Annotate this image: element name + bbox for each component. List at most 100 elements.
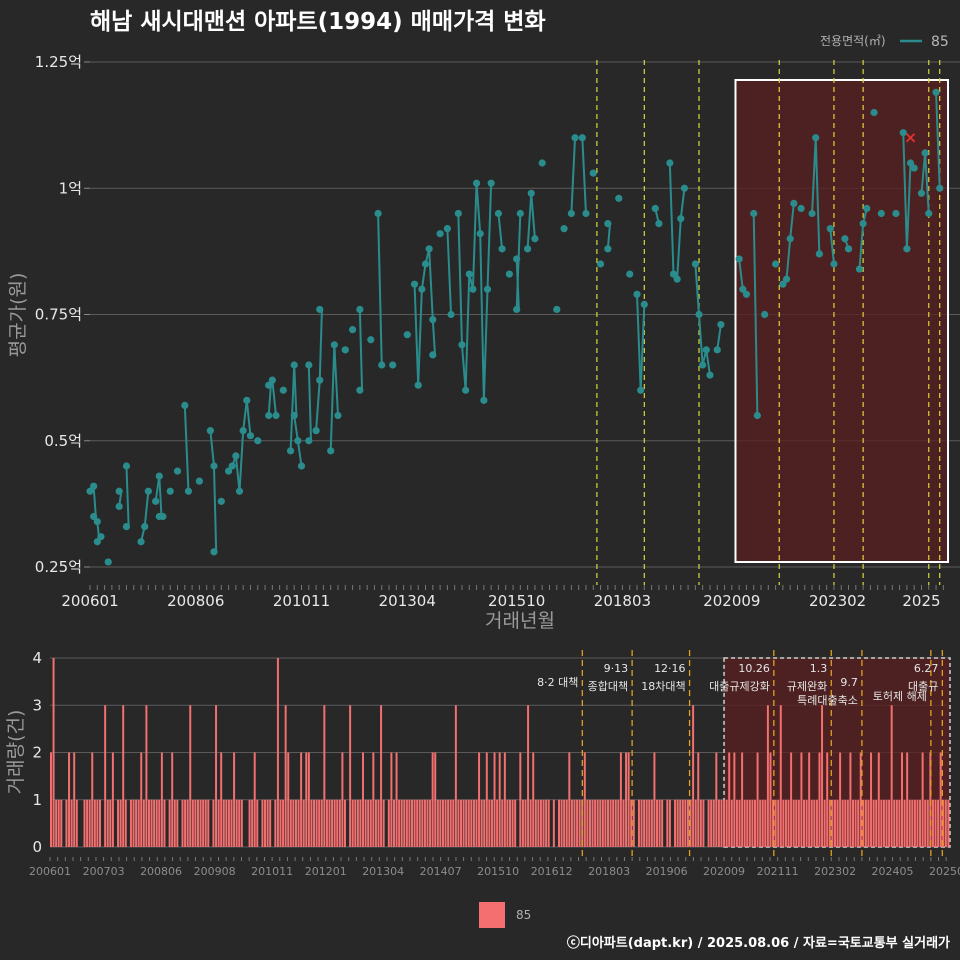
volume-bar-180 (514, 799, 517, 847)
top-x-tick-label-4: 201510 (488, 592, 545, 610)
bottom-x-tick-label-12: 202009 (703, 865, 745, 878)
volume-bar-284 (782, 799, 785, 847)
volume-bar-287 (790, 752, 793, 847)
volume-bar-53 (186, 799, 189, 847)
bottom-x-tick-label-2: 200806 (140, 865, 182, 878)
volume-bar-61 (207, 799, 210, 847)
volume-bar-267 (738, 799, 741, 847)
volume-bar-107 (325, 799, 328, 847)
volume-bar-98 (302, 799, 305, 847)
top-data-point-73 (458, 341, 466, 349)
volume-bar-280 (772, 799, 775, 847)
top-series-segment-11-0 (158, 476, 163, 517)
top-data-point-123 (742, 290, 751, 298)
volume-bar-303 (831, 799, 834, 847)
top-series-line-115 (698, 314, 704, 366)
top-data-point-26 (217, 497, 225, 505)
top-data-point-150 (917, 189, 926, 197)
volume-bar-275 (759, 799, 762, 847)
volume-bar-288 (792, 799, 795, 847)
top-data-point-95 (571, 134, 579, 142)
volume-bar-21 (104, 705, 107, 847)
volume-bar-345 (939, 752, 942, 847)
top-series-line-147 (905, 162, 912, 249)
volume-bar-163 (470, 799, 473, 847)
top-data-point-0 (86, 487, 94, 495)
source-caption: ⓒ디아파트(dapt.kr) / 2025.08.06 / 자료=국토교통부 실… (567, 935, 950, 951)
top-series-line-78 (479, 233, 485, 401)
volume-bar-169 (485, 752, 488, 847)
volume-bar-70 (230, 799, 233, 847)
top-data-point-86 (513, 305, 521, 314)
top-series-line-20 (183, 405, 190, 492)
volume-bar-344 (937, 799, 940, 847)
top-data-point-128 (779, 280, 787, 288)
top-series-line-112 (679, 188, 686, 219)
volume-bar-220 (617, 799, 620, 847)
volume-bar-317 (867, 799, 870, 847)
top-series-line-14 (154, 475, 161, 502)
volume-bar-184 (524, 799, 527, 847)
top-series-segment-39-0 (318, 309, 323, 381)
volume-bar-281 (774, 799, 777, 847)
volume-bar-51 (181, 799, 184, 847)
volume-bar-175 (501, 799, 504, 847)
top-data-point-74 (462, 386, 470, 394)
top-data-point-65 (421, 260, 430, 268)
volume-bar-165 (475, 799, 478, 847)
top-series-segment-1-0 (92, 486, 97, 517)
top-data-point-56 (356, 386, 364, 394)
top-data-point-3 (93, 517, 101, 526)
top-data-point-72 (454, 209, 462, 218)
top-data-point-6 (104, 558, 112, 566)
volume-bar-57 (196, 799, 199, 847)
top-data-point-55 (356, 305, 364, 314)
top-data-point-42 (290, 411, 298, 420)
top-series-line-121 (738, 258, 744, 290)
volume-bar-178 (509, 799, 512, 847)
top-series-line-136 (829, 228, 835, 265)
top-data-point-125 (753, 411, 761, 420)
volume-bar-128 (380, 705, 383, 847)
top-data-point-67 (429, 315, 437, 324)
volume-bar-103 (315, 799, 318, 847)
top-data-point-62 (410, 280, 419, 288)
top-data-point-14 (152, 497, 160, 505)
top-y-tick-labels: 0.25억 0.5억 0.75억 1억 1.25억 (35, 53, 82, 576)
volume-bar-138 (405, 799, 408, 847)
volume-bar-187 (532, 752, 535, 847)
top-data-point-85 (513, 255, 521, 263)
volume-bar-319 (872, 799, 875, 847)
top-data-point-80 (483, 285, 492, 293)
top-data-point-21 (184, 487, 193, 495)
top-data-point-111 (673, 275, 681, 283)
top-series-line-64 (420, 263, 427, 290)
bottom-x-tick-label-0: 200601 (29, 865, 71, 878)
volume-bar-95 (294, 799, 297, 847)
top-data-point-78 (476, 230, 484, 238)
volume-bar-218 (612, 799, 615, 847)
volume-bar-200 (565, 799, 568, 847)
volume-bar-104 (318, 799, 321, 847)
top-data-point-98 (589, 169, 597, 177)
volume-bar-233 (650, 799, 653, 847)
volume-bar-331 (903, 799, 906, 847)
top-data-point-43 (294, 437, 302, 445)
chart-title: 해남 새시대맨션 아파트(1994) 매매가격 변화 (90, 9, 546, 35)
top-data-point-61 (403, 331, 411, 339)
volume-bar-167 (480, 799, 483, 847)
policy-annotation-1-1: 종합대책 (588, 680, 628, 693)
top-series-line-12 (143, 491, 150, 527)
top-data-point-22 (195, 477, 204, 485)
volume-bar-139 (408, 799, 411, 847)
volume-bar-276 (761, 799, 764, 847)
policy-annotation-6-0: 토허제 해제 (873, 689, 927, 703)
top-y-tick-label-4: 1.25억 (35, 53, 82, 71)
volume-bar-113 (341, 752, 344, 847)
volume-bar-173 (496, 799, 499, 847)
volume-bar-202 (570, 799, 573, 847)
volume-bar-235 (656, 799, 658, 847)
volume-bar-255 (707, 799, 710, 847)
volume-bar-110 (333, 799, 336, 847)
volume-bar-278 (766, 705, 769, 847)
